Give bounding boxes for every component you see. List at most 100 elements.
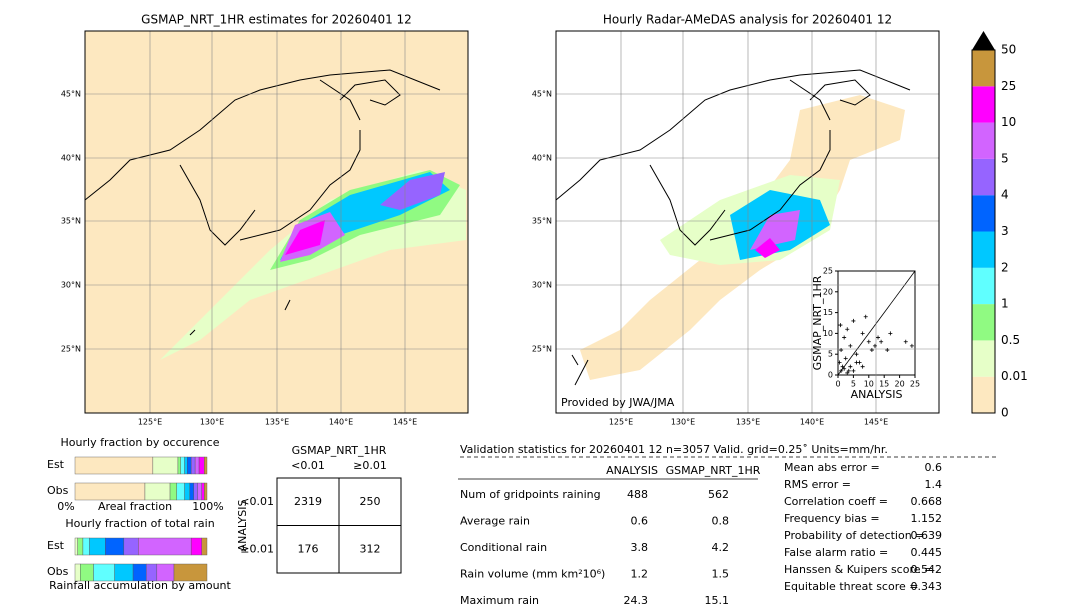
lon-label: 140°E	[329, 418, 353, 427]
lon-label: 140°E	[800, 418, 824, 427]
rain-area	[380, 172, 445, 210]
lat-label: 25°N	[61, 345, 81, 354]
point	[863, 314, 868, 319]
colorbar-segment	[972, 122, 995, 159]
fraction-footer: Rainfall accumulation by amount	[49, 579, 231, 592]
colorbar-segment	[972, 50, 995, 87]
score-value: 0.639	[911, 529, 943, 542]
fraction-segment	[201, 482, 205, 501]
axis-label: 0%	[57, 500, 74, 513]
diagonal	[837, 270, 916, 376]
point	[879, 339, 884, 344]
point	[903, 339, 908, 344]
x-tick-label: 20	[895, 380, 905, 389]
table-cell	[338, 525, 402, 574]
score-value: 0.445	[911, 546, 943, 559]
point	[872, 343, 877, 348]
side-title: ANALYSIS	[236, 500, 249, 552]
point	[866, 339, 871, 344]
stat-value: 0.6	[631, 515, 649, 528]
y-tick-label: 25	[823, 267, 833, 276]
point	[851, 368, 856, 373]
left-map-rain	[85, 31, 468, 413]
fraction-segment	[198, 456, 205, 475]
stat-value: 3.8	[631, 541, 649, 554]
lat-label: 45°N	[532, 90, 552, 99]
row-label: ≥0.01	[240, 542, 274, 555]
x-tick-label: 0	[835, 380, 840, 389]
lon-label: 130°E	[200, 418, 224, 427]
fraction-segment	[74, 482, 146, 501]
point	[909, 343, 914, 348]
colorbar-label: 0.5	[1001, 333, 1020, 347]
fraction-segment	[184, 482, 191, 501]
y-tick-label: 15	[823, 308, 833, 317]
score-value: 0.668	[911, 495, 943, 508]
stat-value: 562	[708, 488, 729, 501]
fraction-segment	[105, 537, 125, 556]
fraction-segment	[180, 456, 185, 475]
y-tick-label: 0	[828, 371, 833, 380]
row-label: Obs	[47, 484, 69, 497]
colorbar-label: 25	[1001, 79, 1016, 93]
fraction-segment	[169, 482, 177, 501]
col-header: GSMAP_NRT_1HR	[666, 464, 761, 477]
colorbar-label: 0.01	[1001, 369, 1028, 383]
stat-value: 1.2	[631, 568, 649, 581]
col-label: <0.01	[291, 459, 325, 472]
score-label: Mean abs error =	[784, 461, 880, 474]
colorbar-label: 3	[1001, 224, 1009, 238]
fraction-segment	[194, 456, 200, 475]
point	[840, 364, 845, 369]
colorbar-label: 4	[1001, 188, 1009, 202]
point	[842, 335, 847, 340]
cell-value: 176	[298, 542, 319, 555]
row-label: Maximum rain	[460, 594, 539, 607]
colorbar-label: 2	[1001, 260, 1009, 274]
stat-value: 24.3	[624, 594, 649, 607]
cell-value: 250	[360, 495, 381, 508]
colorbar-label: 0	[1001, 406, 1009, 420]
lon-label: 130°E	[671, 418, 695, 427]
y-tick-label: 10	[823, 329, 833, 338]
lon-label: 125°E	[609, 418, 633, 427]
rain-area	[755, 238, 780, 258]
stat-value: 1.5	[712, 568, 730, 581]
colorbar-segment	[972, 267, 995, 305]
x-tick-label: 5	[851, 380, 856, 389]
stat-value: 15.1	[705, 594, 730, 607]
colorbar-segment	[972, 376, 995, 413]
stat-value: 0.8	[712, 515, 730, 528]
point	[876, 335, 881, 340]
score-label: Equitable threat score =	[784, 580, 918, 593]
score-label: Probability of detection =	[784, 529, 924, 542]
point	[851, 318, 856, 323]
score-label: Hanssen & Kuipers score =	[784, 563, 933, 576]
x-tick-label: 15	[879, 380, 889, 389]
score-label: Correlation coeff =	[784, 495, 888, 508]
colorbar-extend	[972, 31, 995, 50]
cell-value: 312	[360, 542, 381, 555]
y-tick-label: 5	[828, 350, 833, 359]
colorbar-frame	[971, 49, 996, 414]
lon-label: 135°E	[265, 418, 289, 427]
lat-label: 25°N	[532, 345, 552, 354]
y-axis-label: GSMAP_NRT_1HR	[811, 275, 824, 370]
fraction-segment	[89, 537, 106, 556]
fraction-segment	[123, 537, 139, 556]
point	[860, 364, 865, 369]
fraction-segment	[77, 537, 84, 556]
score-value: 0.542	[911, 563, 943, 576]
point	[848, 364, 853, 369]
fraction-segment	[138, 537, 192, 556]
lon-label: 125°E	[138, 418, 162, 427]
lon-label: 145°E	[393, 418, 417, 427]
row-label: Conditional rain	[460, 541, 547, 554]
lat-label: 35°N	[532, 217, 552, 226]
stat-value: 4.2	[712, 541, 730, 554]
fraction-segment	[186, 456, 192, 475]
fraction-title: Hourly fraction by occurence	[61, 436, 220, 449]
point	[860, 331, 865, 336]
row-label: Obs	[47, 565, 69, 578]
